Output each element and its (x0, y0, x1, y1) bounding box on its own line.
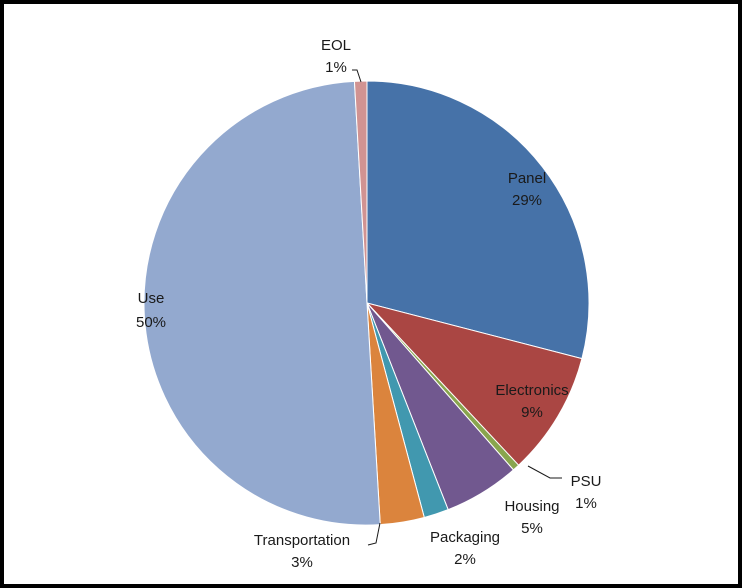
slice-label-use: Use (138, 290, 165, 307)
slice-percent-transportation: 3% (291, 554, 313, 571)
pie-slices (143, 80, 590, 526)
slice-labels: Panel 29% Electronics 9% PSU 1% Housing 5% Packa… (136, 37, 601, 571)
pie-slice-electronics (365, 302, 583, 466)
pie-slice-panel (366, 80, 590, 360)
slice-percent-psu: 1% (575, 495, 597, 512)
slice-percent-packaging: 2% (454, 551, 476, 568)
slice-label-panel: Panel (508, 170, 546, 187)
leader-line-transportation (367, 522, 381, 546)
slice-label-electronics: Electronics (495, 382, 568, 399)
slice-percent-panel: 29% (512, 192, 542, 209)
leader-line-eol (352, 69, 362, 83)
leader-lines (352, 69, 562, 546)
slice-label-psu: PSU (571, 473, 602, 490)
pie-slice-use (143, 80, 381, 526)
slice-percent-electronics: 9% (521, 404, 543, 421)
leader-line-psu (527, 465, 562, 479)
slice-label-packaging: Packaging (430, 529, 500, 546)
slice-percent-use: 50% (136, 314, 166, 331)
slice-label-transportation: Transportation (254, 532, 350, 549)
slice-percent-eol: 1% (325, 59, 347, 76)
slice-percent-housing: 5% (521, 520, 543, 537)
slice-label-housing: Housing (504, 498, 559, 515)
slice-label-eol: EOL (321, 37, 351, 54)
